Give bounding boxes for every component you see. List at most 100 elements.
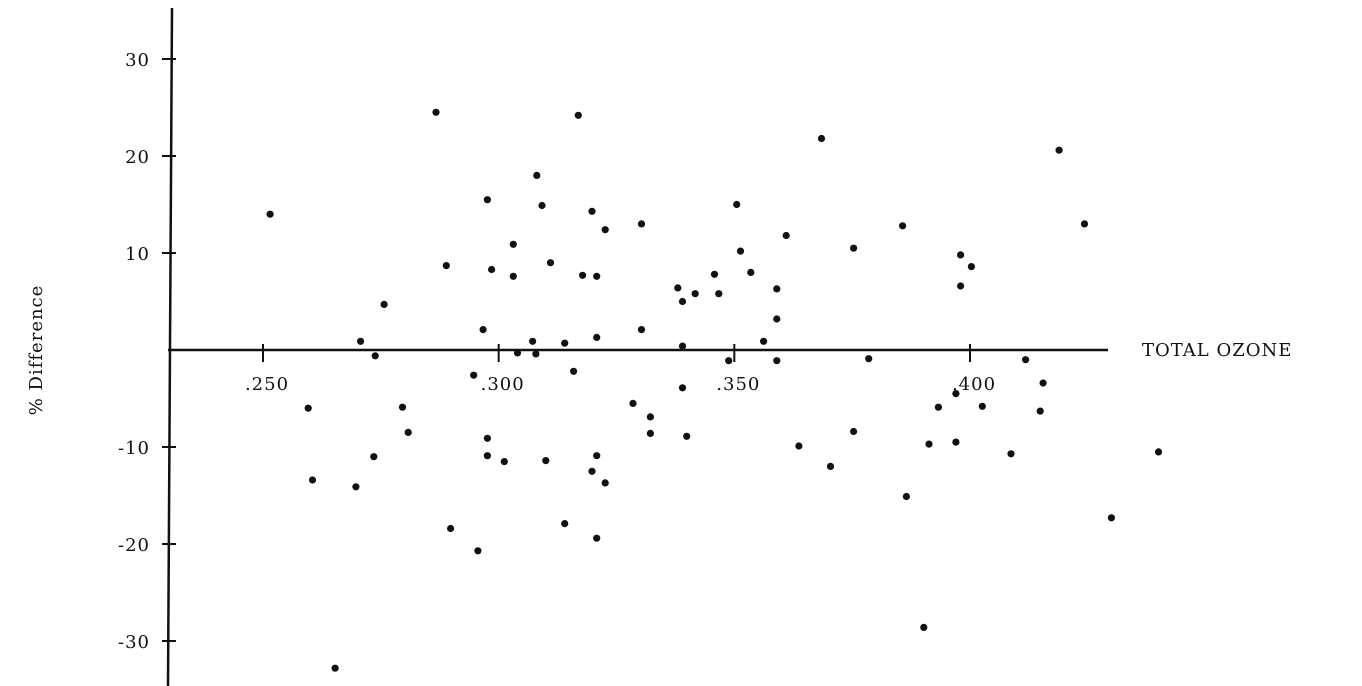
y-tick-label: -20 bbox=[118, 535, 150, 556]
data-point bbox=[371, 352, 379, 360]
data-point bbox=[561, 520, 569, 528]
data-point bbox=[380, 300, 388, 308]
data-point bbox=[601, 479, 609, 487]
data-point bbox=[588, 207, 596, 215]
data-point bbox=[304, 404, 312, 412]
data-point bbox=[513, 349, 522, 357]
data-point bbox=[593, 272, 601, 280]
data-point bbox=[899, 222, 907, 230]
data-point bbox=[952, 390, 960, 398]
data-point bbox=[533, 171, 541, 179]
data-point bbox=[1007, 450, 1015, 458]
data-point bbox=[678, 297, 687, 306]
data-point bbox=[850, 244, 858, 252]
data-point bbox=[331, 664, 339, 672]
x-ticks: .250 .300 .350 .400 bbox=[245, 344, 996, 395]
data-point bbox=[865, 355, 873, 363]
y-tick-label: -10 bbox=[118, 438, 150, 459]
data-point bbox=[357, 337, 365, 345]
data-point bbox=[674, 284, 682, 292]
data-point bbox=[773, 285, 781, 293]
data-point bbox=[538, 201, 546, 210]
data-point bbox=[1039, 379, 1047, 387]
data-point bbox=[952, 438, 960, 446]
data-point bbox=[902, 492, 911, 501]
data-point bbox=[733, 200, 741, 209]
data-point bbox=[542, 457, 550, 465]
x-tick-label: .400 bbox=[952, 374, 996, 395]
data-point bbox=[978, 402, 986, 410]
y-tick-label: -30 bbox=[118, 632, 150, 653]
data-point bbox=[593, 452, 601, 460]
data-point bbox=[404, 428, 412, 436]
data-point bbox=[442, 262, 450, 270]
data-point bbox=[398, 403, 407, 411]
data-point bbox=[782, 231, 790, 240]
data-point bbox=[637, 326, 646, 334]
data-point bbox=[266, 210, 274, 218]
data-point bbox=[308, 476, 317, 484]
y-tick-label: 10 bbox=[125, 244, 150, 265]
data-point bbox=[509, 272, 517, 280]
y-axis bbox=[166, 7, 174, 686]
data-point bbox=[532, 350, 540, 358]
data-point bbox=[736, 247, 745, 255]
data-point bbox=[352, 483, 360, 491]
data-point bbox=[1022, 356, 1030, 364]
y-tick-label: 30 bbox=[125, 50, 150, 71]
data-point bbox=[850, 427, 858, 436]
data-point bbox=[579, 271, 587, 279]
data-point bbox=[683, 432, 691, 440]
data-point bbox=[957, 282, 965, 290]
data-point bbox=[646, 413, 655, 421]
data-points bbox=[266, 108, 1163, 672]
data-point bbox=[773, 357, 781, 365]
data-point bbox=[934, 403, 943, 411]
data-point bbox=[678, 384, 687, 392]
data-point bbox=[561, 339, 569, 347]
data-point bbox=[479, 326, 487, 334]
data-point bbox=[725, 357, 733, 365]
data-point bbox=[593, 534, 601, 542]
data-point bbox=[574, 111, 582, 119]
data-point bbox=[629, 399, 637, 407]
data-point bbox=[593, 333, 601, 341]
data-point bbox=[470, 371, 478, 379]
y-axis-title: % Difference bbox=[26, 285, 47, 416]
data-point bbox=[817, 134, 826, 143]
data-point bbox=[826, 462, 835, 470]
data-point bbox=[920, 623, 928, 632]
data-point bbox=[760, 337, 768, 345]
data-point bbox=[447, 524, 455, 533]
data-point bbox=[500, 458, 508, 466]
data-point bbox=[588, 467, 596, 475]
data-point bbox=[474, 547, 482, 555]
x-tick-label: .250 bbox=[245, 374, 289, 395]
y-axis-line bbox=[166, 7, 174, 686]
data-point bbox=[773, 315, 781, 323]
data-point bbox=[370, 453, 378, 461]
data-point bbox=[488, 265, 496, 274]
data-point bbox=[1107, 514, 1115, 522]
data-point bbox=[1080, 220, 1089, 228]
data-point bbox=[483, 452, 491, 460]
data-point bbox=[795, 442, 803, 450]
data-point bbox=[678, 342, 687, 350]
data-point bbox=[483, 434, 491, 442]
data-point bbox=[529, 337, 537, 345]
data-point bbox=[483, 196, 491, 204]
data-point bbox=[509, 240, 517, 248]
data-point bbox=[601, 226, 609, 234]
x-axis-title: TOTAL OZONE bbox=[1142, 340, 1292, 361]
x-tick-label: .350 bbox=[716, 374, 760, 395]
data-point bbox=[1036, 407, 1044, 415]
data-point bbox=[715, 290, 723, 298]
y-ticks: 30 20 10 -10 -20 -30 bbox=[118, 50, 176, 653]
data-point bbox=[710, 270, 719, 278]
y-tick-label: 20 bbox=[125, 147, 150, 168]
data-point bbox=[1154, 448, 1163, 456]
data-point bbox=[747, 268, 755, 276]
data-point bbox=[691, 290, 699, 298]
data-point bbox=[570, 367, 578, 375]
x-tick-label: .300 bbox=[481, 374, 525, 395]
